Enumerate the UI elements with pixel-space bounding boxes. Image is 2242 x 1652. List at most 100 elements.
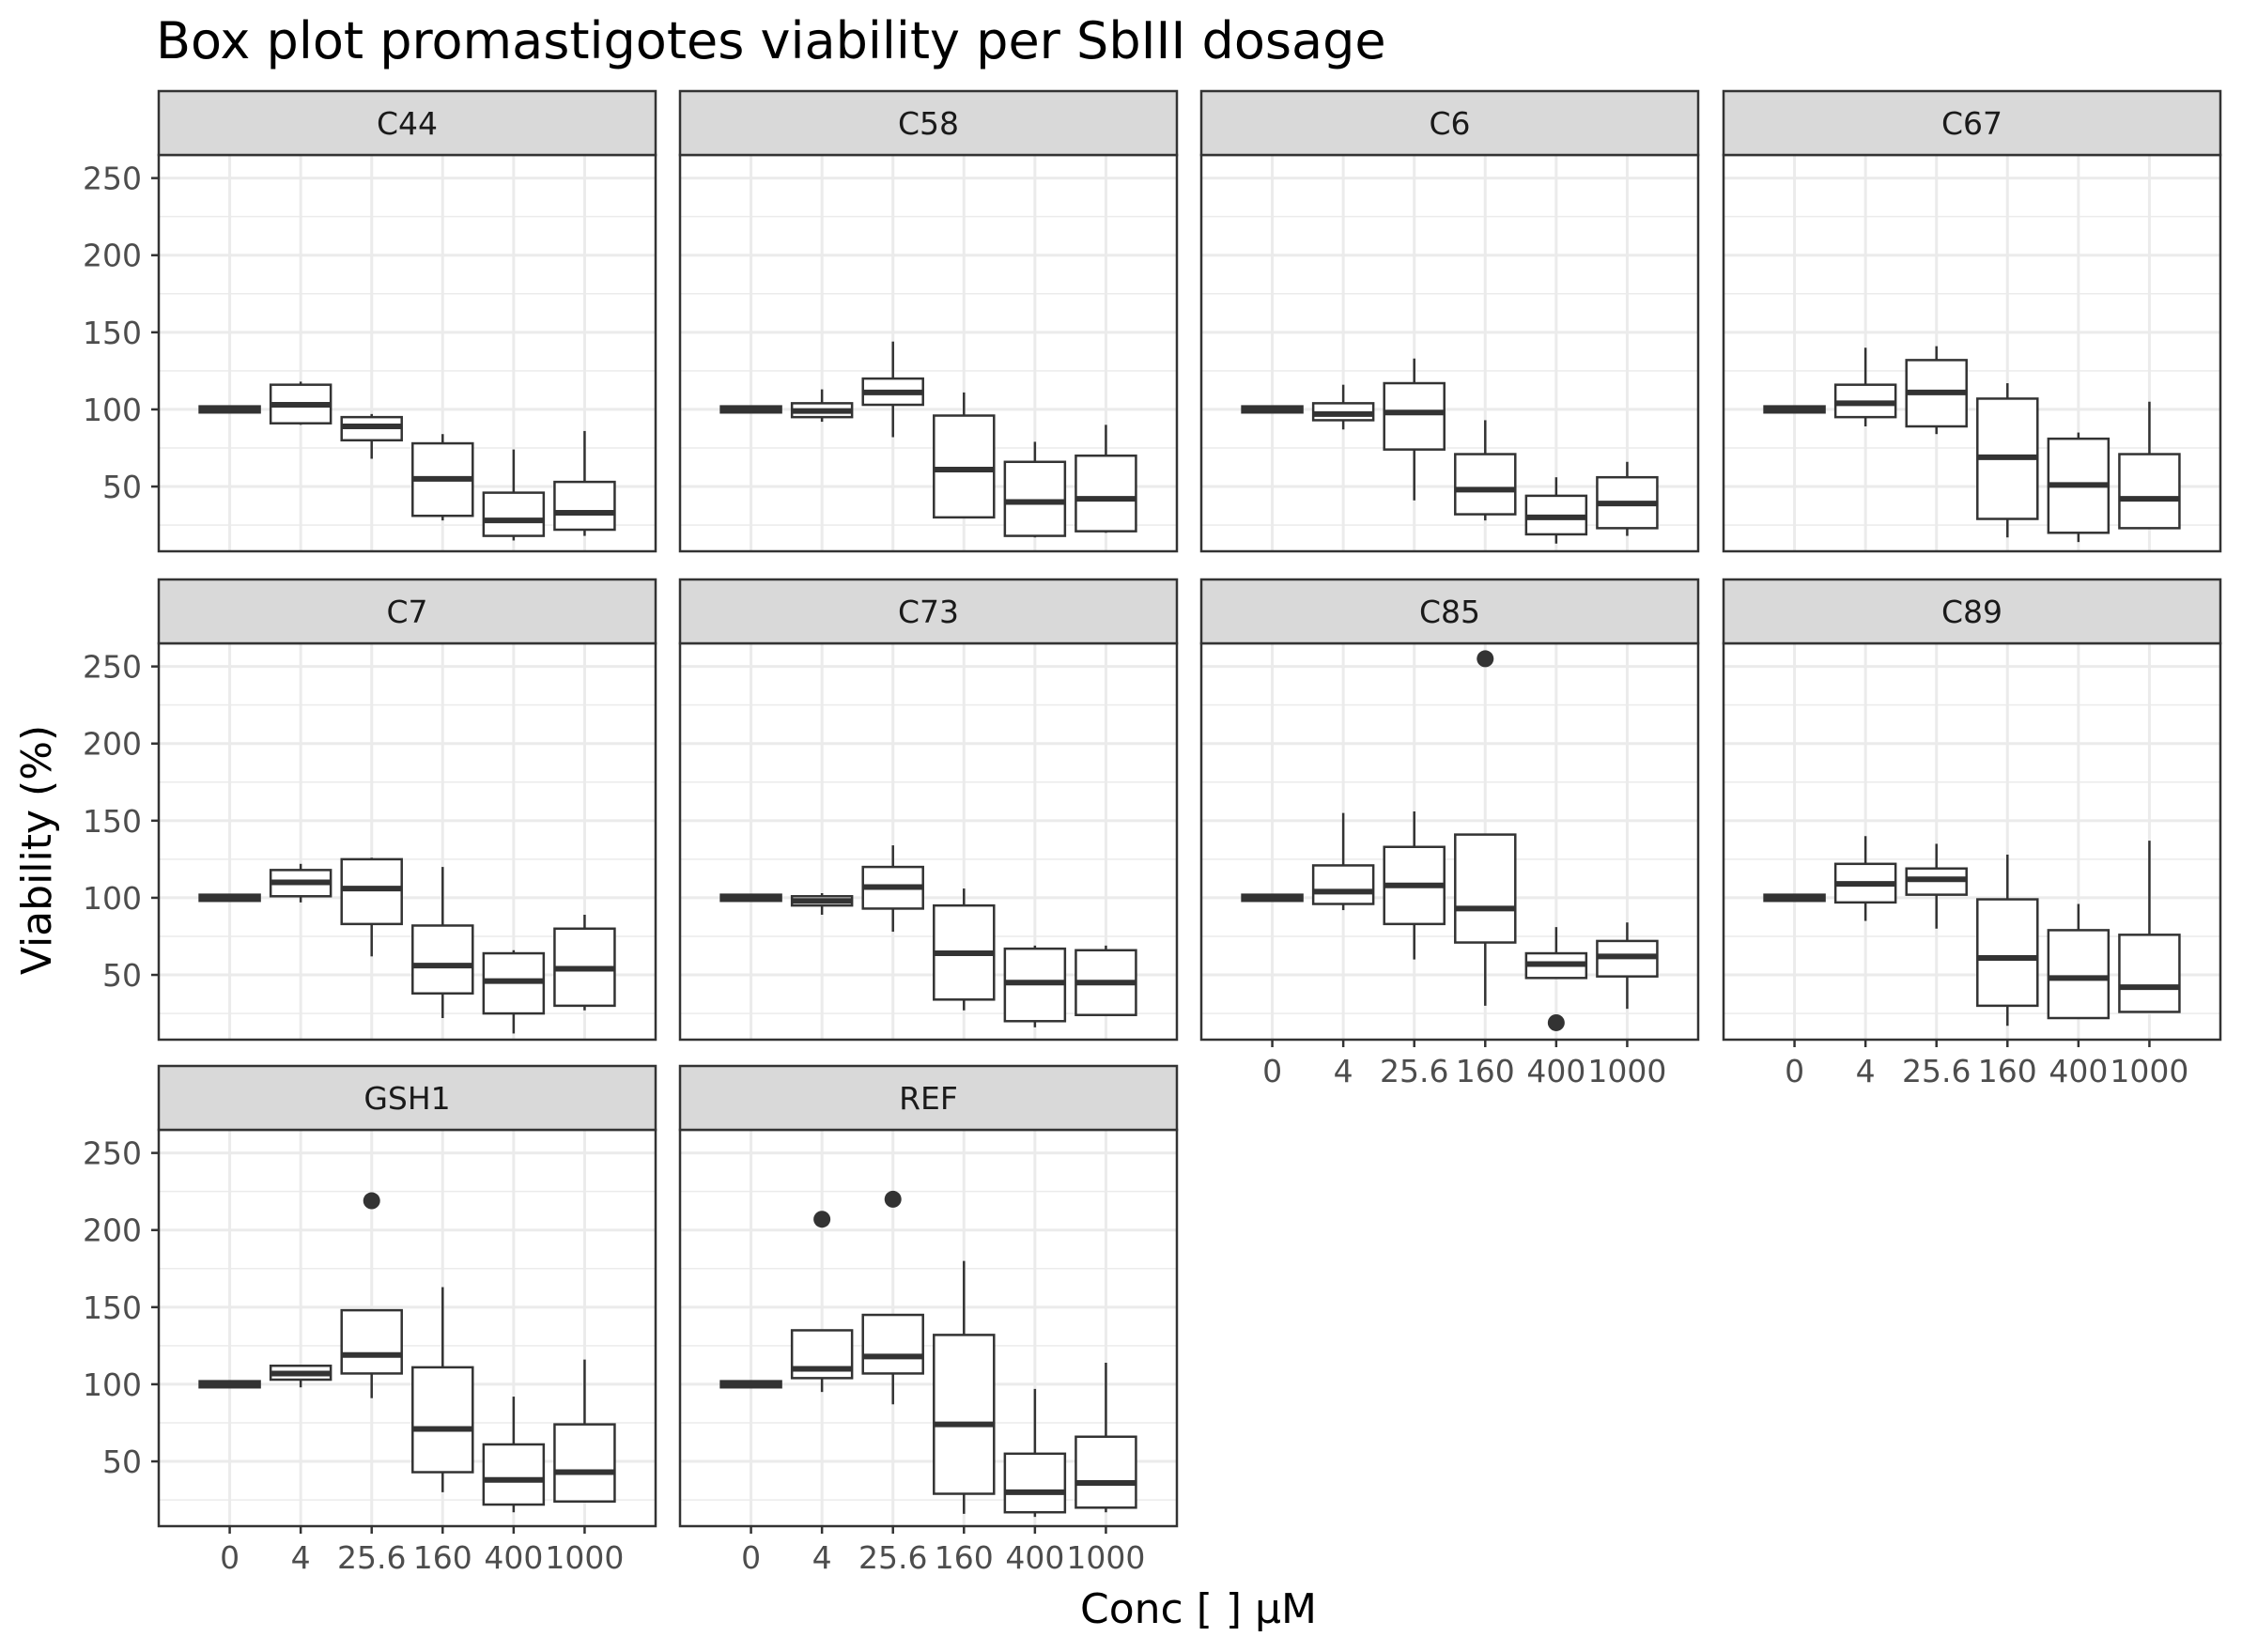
box-body	[1454, 453, 1517, 516]
box-body	[933, 414, 996, 519]
y-tick-label: 100	[83, 880, 142, 917]
strip-label: C6	[1429, 105, 1470, 142]
x-tick-label: 1000	[1066, 1539, 1145, 1576]
y-tick-label: 100	[83, 1366, 142, 1403]
facet-panel-c6: C6	[1199, 89, 1700, 553]
facet-panel-c7: C7 50 100 150 200 250	[83, 578, 657, 1042]
facet-panel-c67: C67	[1722, 89, 2222, 553]
outlier-point	[1547, 1013, 1565, 1031]
facet-panel-gsh1: GSH1 50 100 150 200 250 0 4 25.6 160 400 1000	[83, 1064, 657, 1576]
x-tick-label: 25.6	[1380, 1053, 1448, 1089]
box-25.6	[861, 1313, 924, 1405]
strip-label: GSH1	[363, 1080, 450, 1117]
strip-background	[1199, 89, 1700, 157]
x-tick-label: 400	[2049, 1053, 2108, 1089]
box-body	[1454, 833, 1517, 944]
strip-background	[1722, 89, 2222, 157]
box-0	[198, 405, 261, 414]
strip-label: REF	[899, 1080, 958, 1117]
box-0	[1763, 893, 1826, 903]
y-tick-label: 150	[83, 1289, 142, 1326]
y-tick-label: 50	[102, 469, 142, 505]
panel-background	[1201, 643, 1698, 1040]
box-25.6	[340, 857, 403, 957]
x-tick-label: 400	[1526, 1053, 1585, 1089]
box-160	[933, 392, 996, 519]
x-tick-label: 0	[741, 1539, 761, 1576]
x-tick-label: 25.6	[1902, 1053, 1971, 1089]
box-body	[861, 1313, 924, 1375]
box-4	[790, 389, 854, 423]
box-160	[933, 888, 996, 1011]
box-160	[411, 1287, 474, 1492]
box-1000	[1075, 945, 1137, 1016]
box-1000	[1075, 1362, 1137, 1513]
box-body	[1311, 864, 1375, 905]
box-400	[1003, 1388, 1067, 1518]
box-160	[1454, 833, 1517, 1006]
x-tick-label: 160	[1456, 1053, 1515, 1089]
box-body	[933, 1334, 996, 1495]
strip-label: C7	[386, 594, 427, 630]
facet-panel-c89: C89 0 4 25.6 160 400 1000	[1722, 578, 2222, 1089]
x-axis-title: Conc [ ] µM	[1080, 1585, 1317, 1633]
box-0	[719, 405, 782, 414]
box-body	[411, 924, 474, 995]
box-400	[1003, 441, 1067, 538]
box-4	[1311, 384, 1375, 430]
x-tick-label: 0	[220, 1539, 240, 1576]
facet-panel-c73: C73	[678, 578, 1179, 1042]
x-tick-label: 25.6	[337, 1539, 406, 1576]
box-160	[1976, 854, 2039, 1027]
box-25.6	[1905, 843, 1968, 929]
x-tick-label: 4	[291, 1539, 311, 1576]
strip-label: C58	[898, 105, 959, 142]
box-body	[553, 1423, 616, 1503]
chart-title: Box plot promastigotes viability per SbI…	[156, 11, 1386, 70]
box-0	[198, 893, 261, 903]
box-body	[2118, 934, 2181, 1013]
outlier-point	[1477, 650, 1494, 668]
y-tick-label: 100	[83, 392, 142, 428]
box-25.6	[861, 845, 924, 933]
x-tick-label: 4	[1334, 1053, 1353, 1089]
y-tick-label: 250	[83, 649, 142, 686]
strip-label: C67	[1941, 105, 2002, 142]
facet-panels: C44 50 100 150 200 250 C58 C6 C67 C7 50 100 150 200 25…	[83, 89, 2222, 1576]
box-4	[269, 1364, 332, 1388]
outlier-point	[884, 1190, 902, 1208]
strip-background	[157, 1064, 657, 1132]
outlier-point	[813, 1211, 831, 1228]
strip-label: C73	[898, 594, 959, 630]
box-25.6	[340, 1308, 403, 1398]
strip-background	[678, 89, 1179, 157]
strip-label: C85	[1419, 594, 1480, 630]
box-body	[1383, 381, 1446, 451]
x-tick-label: 25.6	[858, 1539, 927, 1576]
y-tick-label: 150	[83, 803, 142, 840]
facet-panel-c44: C44 50 100 150 200 250	[83, 89, 657, 553]
box-400	[1524, 927, 1588, 980]
box-400	[482, 1397, 546, 1513]
facet-panel-ref: REF 0 4 25.6 160 400 1000	[678, 1064, 1179, 1576]
box-body	[340, 1308, 403, 1375]
box-1000	[553, 914, 616, 1011]
box-1000	[1075, 425, 1137, 533]
box-body	[1003, 1452, 1067, 1514]
box-400	[482, 449, 546, 541]
box-25.6	[861, 341, 924, 438]
x-tick-label: 400	[484, 1539, 543, 1576]
box-400	[1003, 945, 1067, 1027]
box-160	[411, 434, 474, 521]
box-160	[411, 867, 474, 1019]
facet-panel-c85: C85 0 4 25.6 160 400 1000	[1199, 578, 1700, 1089]
y-tick-label: 50	[102, 957, 142, 994]
strip-background	[157, 89, 657, 157]
box-body	[482, 1443, 546, 1506]
box-body	[1075, 454, 1137, 533]
box-1000	[1596, 922, 1659, 1010]
x-tick-label: 1000	[2110, 1053, 2188, 1089]
box-25.6	[340, 413, 403, 459]
box-1000	[553, 430, 616, 536]
box-1000	[553, 1359, 616, 1503]
